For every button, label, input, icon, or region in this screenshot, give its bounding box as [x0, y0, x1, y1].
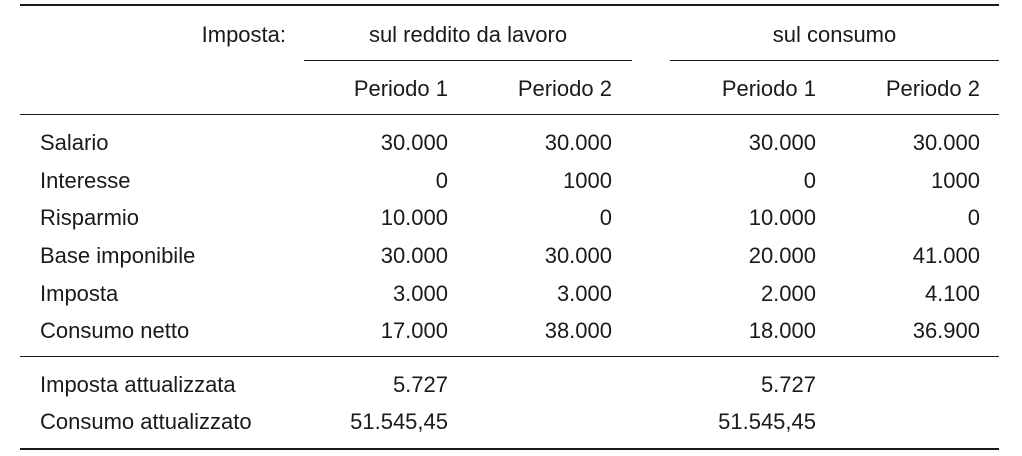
table-cell: 5.727	[392, 372, 448, 397]
table-cell: 41.000	[912, 243, 980, 268]
table-cell: 3.000	[556, 281, 612, 306]
table-cell: 3.000	[392, 281, 448, 306]
period-header: Periodo 2	[517, 76, 612, 101]
table-cell: 30.000	[912, 130, 980, 155]
bottom-rule	[20, 448, 999, 450]
table-cell: 36.900	[912, 318, 980, 343]
table-cell: 0	[599, 205, 612, 230]
row-label: Imposta attualizzata	[40, 372, 236, 397]
group-rule-income	[304, 60, 632, 61]
table-cell: 18.000	[748, 318, 816, 343]
table-cell: 10.000	[748, 205, 816, 230]
row-label: Salario	[40, 130, 109, 155]
period-header: Periodo 1	[721, 76, 816, 101]
table-cell: 5.727	[760, 372, 816, 397]
period-header: Periodo 1	[353, 76, 448, 101]
table-cell: 0	[967, 205, 980, 230]
table-cell: 10.000	[380, 205, 448, 230]
row-label: Consumo attualizzato	[40, 409, 252, 434]
group-label-income: sul reddito da lavoro	[368, 22, 568, 47]
table-cell: 1000	[563, 168, 612, 193]
row-label: Imposta	[40, 281, 119, 306]
table-cell: 20.000	[748, 243, 816, 268]
group-rule-consumption	[670, 60, 999, 61]
row-label: Risparmio	[40, 205, 140, 230]
table-cell: 0	[803, 168, 816, 193]
period-header: Periodo 2	[885, 76, 980, 101]
row-label: Interesse	[40, 168, 131, 193]
table-cell: 51.545,45	[350, 409, 448, 434]
group-label-consumption: sul consumo	[772, 22, 897, 47]
summary-rule	[20, 356, 999, 357]
table-cell: 30.000	[544, 130, 612, 155]
table-cell: 38.000	[544, 318, 612, 343]
row-label: Consumo netto	[40, 318, 190, 343]
table-cell: 30.000	[544, 243, 612, 268]
table-cell: 4.100	[924, 281, 980, 306]
table-cell: 2.000	[760, 281, 816, 306]
header-rule	[20, 114, 999, 115]
table-cell: 51.545,45	[718, 409, 816, 434]
tax-label: Imposta:	[201, 22, 286, 47]
table-cell: 30.000	[748, 130, 816, 155]
table-cell: 30.000	[380, 243, 448, 268]
table-cell: 0	[435, 168, 448, 193]
table-cell: 17.000	[380, 318, 448, 343]
row-label: Base imponibile	[40, 243, 196, 268]
table-cell: 30.000	[380, 130, 448, 155]
table-cell: 1000	[931, 168, 980, 193]
top-rule	[20, 4, 999, 6]
